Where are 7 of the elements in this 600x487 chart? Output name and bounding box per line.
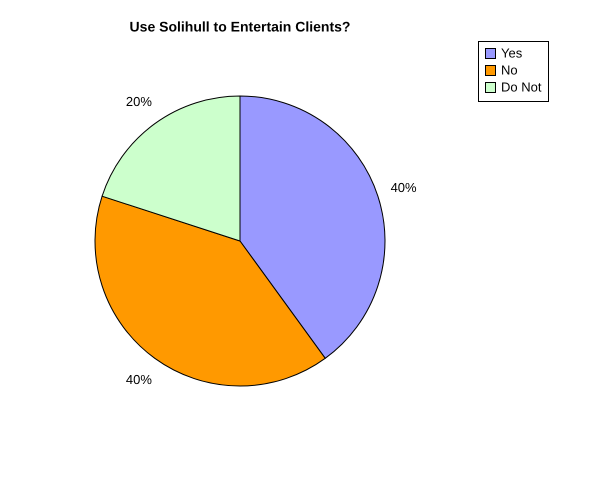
- legend-label: Do Not: [501, 80, 542, 94]
- data-label: 40%: [390, 180, 418, 195]
- legend-label: No: [501, 62, 518, 78]
- chart-title: Use Solihull to Entertain Clients?: [130, 18, 350, 34]
- legend-label: Yes: [501, 46, 523, 60]
- data-label: 40%: [126, 372, 152, 388]
- data-label: 20%: [126, 94, 152, 109]
